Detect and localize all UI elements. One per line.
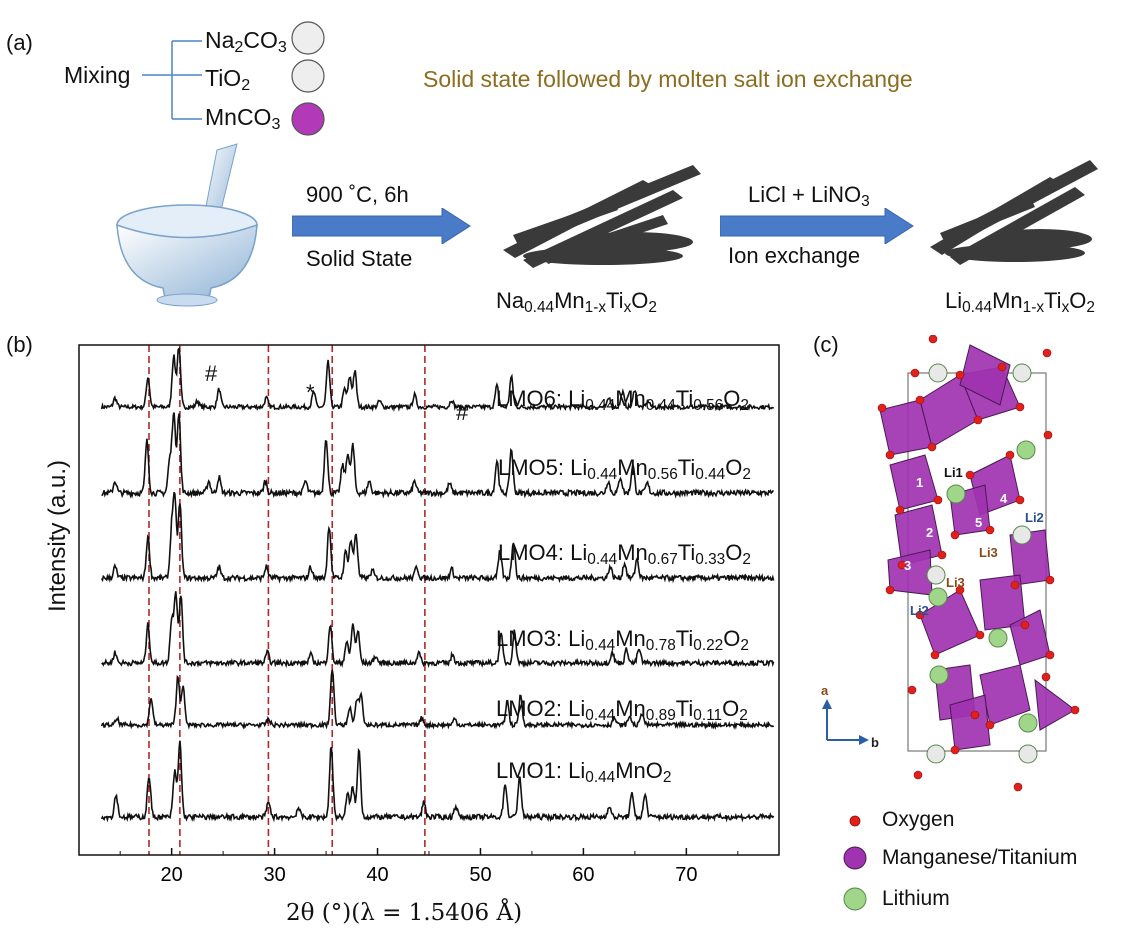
xrd-trace-lmo1 — [100, 740, 775, 823]
precursor-mnco3: MnCO3 — [205, 104, 281, 134]
series-label-lmo4: LMO4: Li0.44Mn0.67Ti0.33O2 — [498, 540, 751, 568]
mnco3-circle — [291, 102, 325, 136]
site-label-li2-left: Li2 — [910, 603, 929, 618]
step1-bottom-label: Solid State — [306, 246, 413, 271]
series-label-lmo5: LMO5: Li0.44Mn0.56Ti0.44O2 — [498, 455, 751, 483]
step2-bottom-label: Ion exchange — [728, 243, 861, 268]
mixing-bracket — [142, 40, 202, 120]
legend-mn-ti: Manganese/Titanium — [882, 846, 1078, 869]
panel-a-label: (a) — [6, 30, 33, 55]
xrd-trace-lmo4 — [100, 491, 775, 584]
xrd-trace-lmo3 — [101, 591, 775, 669]
precursor-tio2: TiO2 — [205, 65, 251, 95]
x-tick-label: 40 — [366, 864, 388, 886]
tio2-circle — [291, 59, 325, 93]
xrd-trace-lmo6 — [100, 347, 775, 413]
legend-lithium: Lithium — [882, 887, 950, 910]
x-tick-label: 70 — [675, 864, 697, 886]
lithium-swatch — [843, 887, 867, 911]
series-label-lmo2: LMO2: Li0.44Mn0.89Ti0.11O2 — [496, 696, 748, 724]
marker-hash-2: # — [456, 400, 469, 425]
step2-top-label: LiCl + LiNO3 — [748, 182, 870, 210]
synthesis-title: Solid state followed by molten salt ion … — [423, 66, 913, 92]
mortar-pestle-icon — [116, 143, 258, 307]
site-label-li3-a: Li3 — [979, 545, 998, 560]
mn-ti-swatch — [843, 846, 867, 870]
rods-product2-icon — [930, 160, 1098, 265]
step1-top-label: 900 ˚C, 6h — [306, 182, 409, 207]
product2-formula: Li0.44Mn1-xTixO2 — [945, 288, 1095, 314]
oxygen-swatch — [849, 815, 861, 827]
marker-star: * — [306, 380, 315, 405]
axis-indicator: a b — [821, 685, 879, 750]
x-axis-label: 2θ (°)(λ = 1.5406 Å) — [286, 900, 523, 926]
site-label-li1: Li1 — [944, 465, 963, 480]
rods-product1-icon — [503, 165, 701, 268]
series-label-lmo3: LMO3: Li0.44Mn0.78Ti0.22O2 — [496, 626, 749, 654]
step2-arrow — [720, 208, 914, 244]
series-label-lmo6: LMO6: Li0.44Mn0.44Ti0.56O2 — [496, 386, 749, 414]
axis-a-label: a — [821, 685, 829, 698]
series-label-lmo1: LMO1: Li0.44MnO2 — [496, 758, 672, 786]
plot-frame — [78, 344, 780, 856]
step1-arrow — [292, 208, 471, 244]
x-tick-label: 30 — [263, 864, 285, 886]
panel-c-label: (c) — [813, 332, 839, 357]
site-label-li2-right: Li2 — [1025, 510, 1044, 525]
precursor-circles — [291, 21, 325, 136]
x-tick-label: 20 — [161, 864, 183, 886]
product1-formula: Na0.44Mn1-xTixO2 — [496, 288, 657, 316]
xrd-trace-lmo5 — [101, 412, 774, 499]
na2co3-circle — [291, 21, 325, 55]
mixing-label: Mixing — [64, 62, 131, 88]
poly-number-1: 1 — [916, 475, 923, 490]
poly-number-2: 2 — [926, 525, 933, 540]
xrd-trace-lmo2 — [100, 669, 775, 731]
x-tick-label: 50 — [469, 864, 491, 886]
x-tick-label: 60 — [572, 864, 594, 886]
poly-number-3: 3 — [904, 558, 911, 573]
poly-number-5: 5 — [975, 515, 982, 530]
precursor-na2co3: Na2CO3 — [205, 27, 287, 57]
legend-symbols — [843, 815, 867, 911]
site-label-li3-b: Li3 — [946, 575, 965, 590]
poly-number-4: 4 — [1000, 491, 1008, 506]
marker-hash-1: # — [205, 361, 218, 386]
crystal-structure: 1 2 3 4 5 Li1 Li2 Li3 Li3 Li2 — [877, 335, 1080, 792]
legend-oxygen: Oxygen — [882, 808, 955, 831]
panel-b-label: (b) — [6, 332, 33, 357]
axis-b-label: b — [871, 735, 879, 750]
